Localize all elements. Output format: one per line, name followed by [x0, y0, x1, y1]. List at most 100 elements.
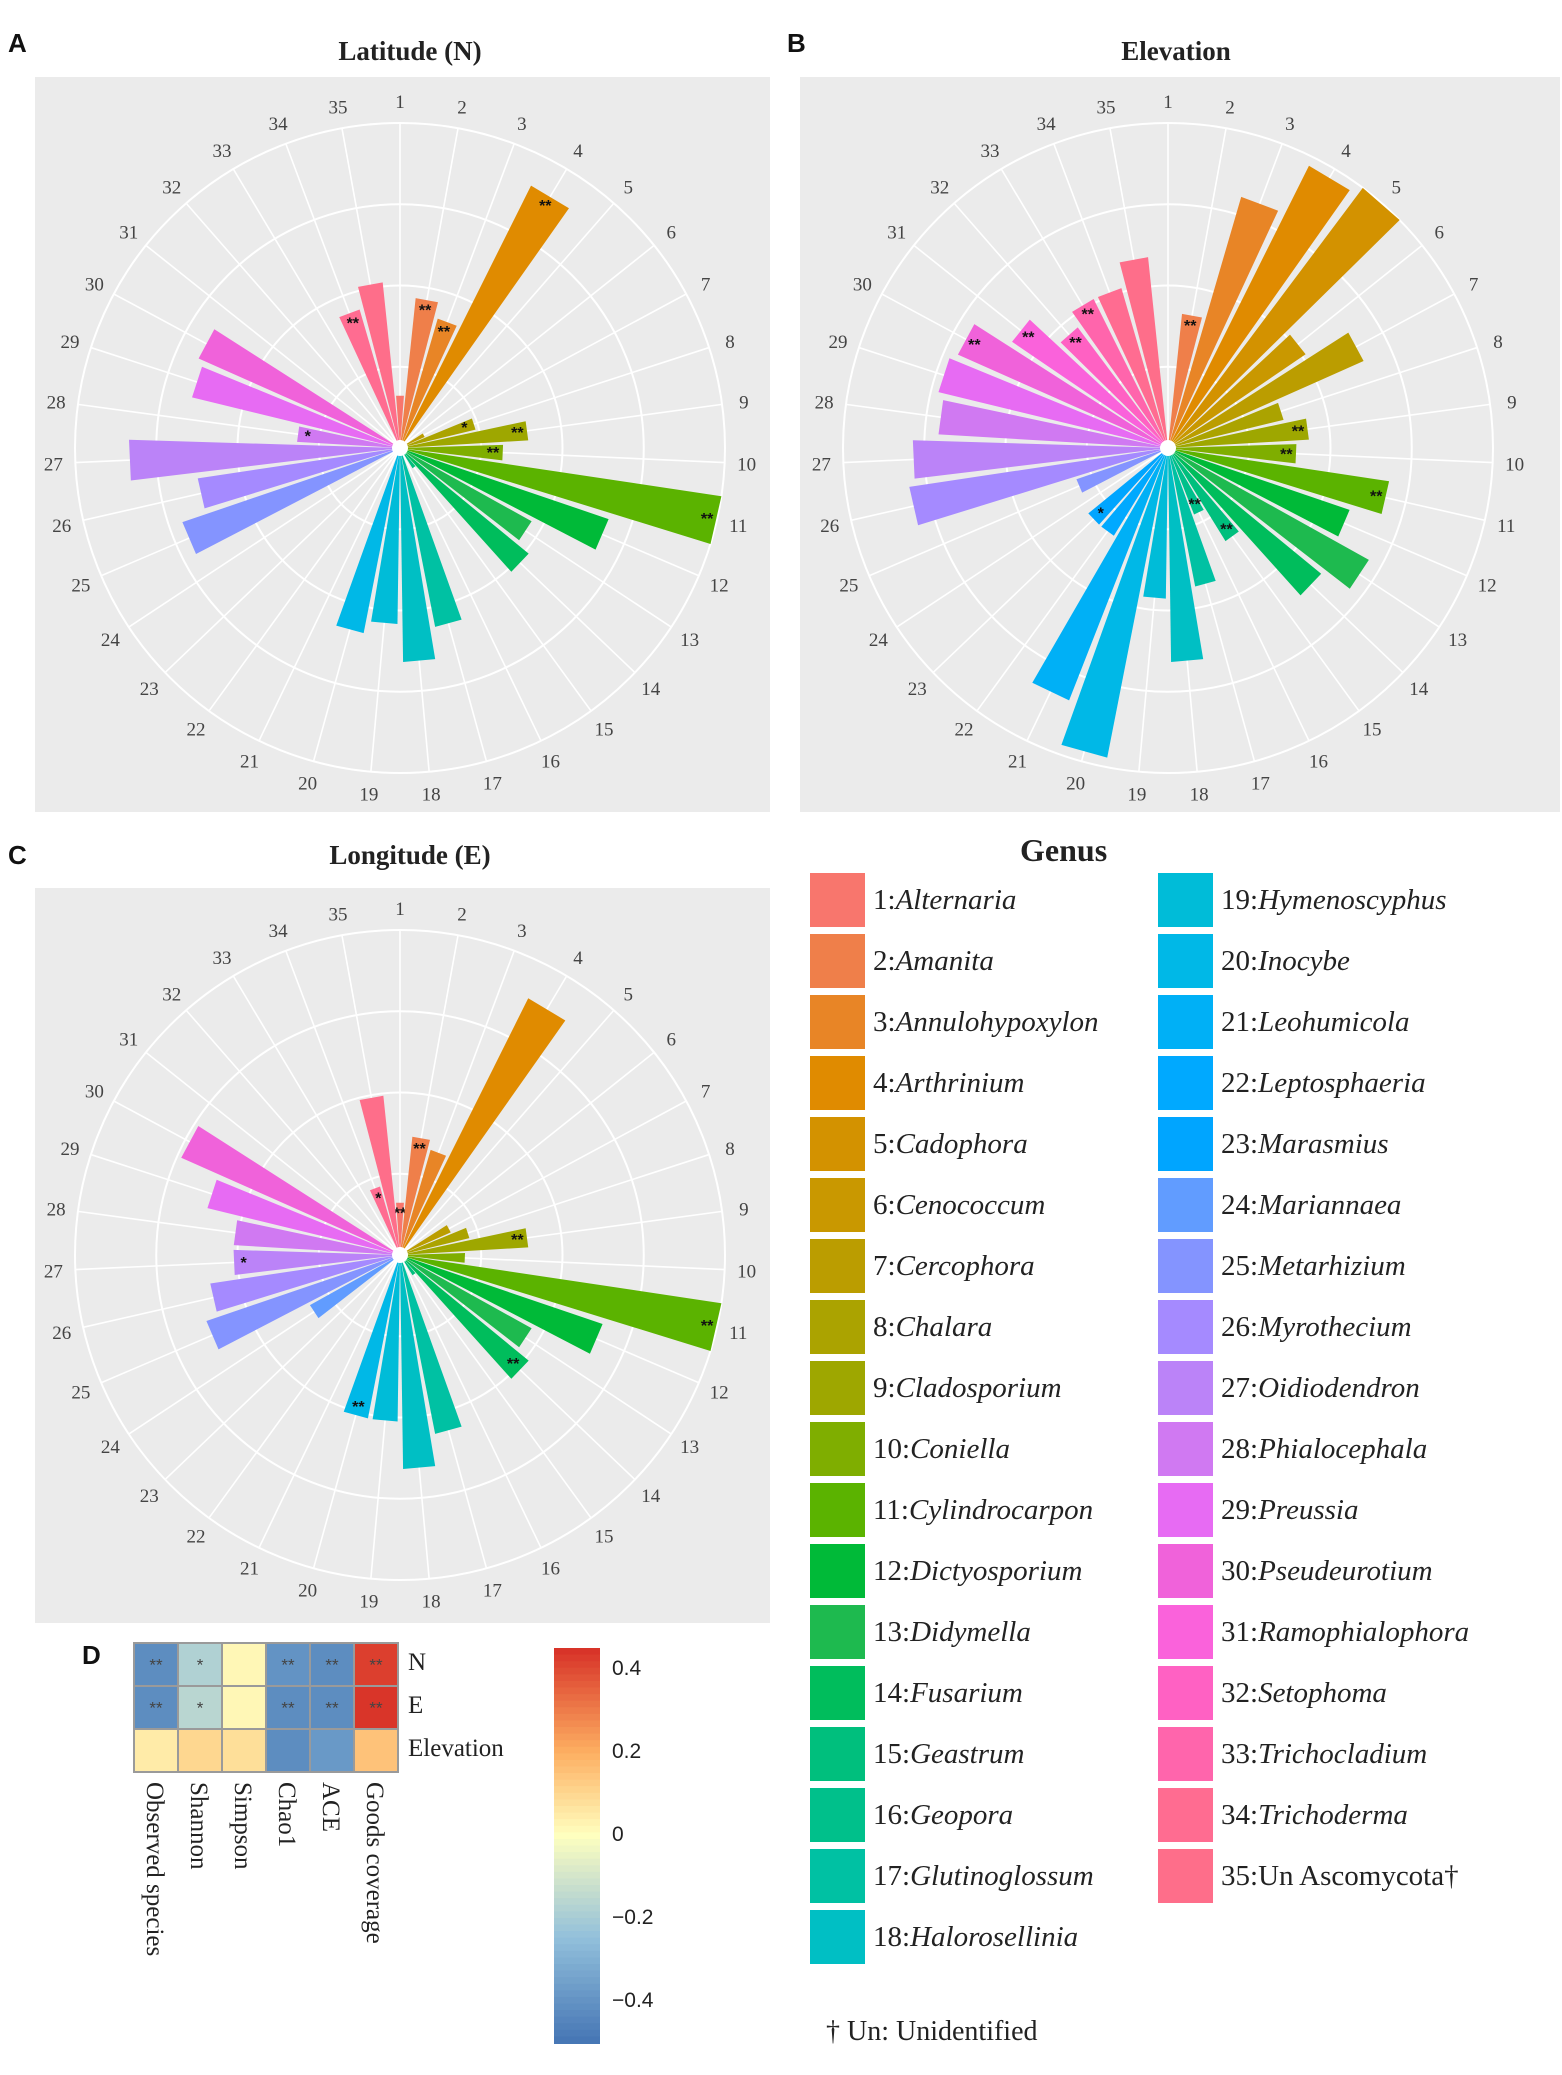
legend-genus: Trichoderma — [1258, 1798, 1408, 1831]
colorbar-segment — [554, 1878, 600, 1886]
legend-genus: Fusarium — [910, 1676, 1023, 1709]
legend-swatch — [810, 1605, 865, 1659]
colorbar-segment — [554, 1977, 600, 1985]
legend-swatch — [1158, 1605, 1213, 1659]
colorbar-segment — [554, 1838, 600, 1847]
legend-item: 28: Phialocephala — [1158, 1422, 1427, 1476]
legend-item: 33: Trichocladium — [1158, 1727, 1427, 1781]
legend-number: 2: — [873, 944, 896, 977]
legend-swatch — [1158, 1788, 1213, 1842]
legend-swatch — [1158, 1544, 1213, 1598]
colorbar-segment — [554, 1753, 600, 1761]
legend-swatch — [1158, 1117, 1213, 1171]
colorbar-segment — [554, 1845, 600, 1854]
colorbar-segment — [554, 1799, 600, 1807]
legend-swatch — [1158, 873, 1213, 927]
legend-number: 32: — [1221, 1676, 1259, 1709]
colorbar-segment — [554, 1911, 600, 1919]
colorbar-segment — [554, 1792, 600, 1801]
colorbar-tick-label: 0 — [612, 1823, 624, 1847]
heatmap-row-label: E — [408, 1692, 424, 1719]
colorbar-tick-label: 0.4 — [612, 1656, 642, 1680]
legend-swatch — [810, 1056, 865, 1110]
panel-d-letter: D — [82, 1640, 101, 1670]
legend-item: 26: Myrothecium — [1158, 1300, 1412, 1354]
legend-title: Genus — [1020, 832, 1108, 868]
legend-item: 30: Pseudeurotium — [1158, 1544, 1433, 1598]
legend-number: 18: — [873, 1920, 911, 1953]
colorbar-segment — [554, 1865, 600, 1873]
colorbar-segment — [554, 1950, 600, 1959]
legend-item: 25: Metarhizium — [1158, 1239, 1406, 1293]
legend-item: 27: Oidiodendron — [1158, 1361, 1420, 1415]
legend-swatch — [810, 1361, 865, 1415]
legend-item: 12: Dictyosporium — [810, 1544, 1082, 1598]
legend-genus: Didymella — [910, 1615, 1031, 1648]
legend-item: 6: Cenococcum — [810, 1178, 1045, 1232]
colorbar-segment — [554, 2029, 600, 2038]
legend-swatch — [1158, 995, 1213, 1049]
legend-swatch — [1158, 1056, 1213, 1110]
colorbar-segment — [554, 1779, 600, 1788]
legend-number: 7: — [873, 1249, 896, 1282]
legend-item: 13: Didymella — [810, 1605, 1031, 1659]
colorbar-segment — [554, 1674, 600, 1682]
legend-swatch — [810, 1544, 865, 1598]
colorbar-segment — [554, 1983, 600, 1992]
heatmap-cell — [309, 1728, 355, 1773]
legend-genus: Marasmius — [1258, 1127, 1389, 1160]
heatmap-row-label: N — [408, 1649, 427, 1676]
legend-item: 5: Cadophora — [810, 1117, 1028, 1171]
legend-item: 10: Coniella — [810, 1422, 1010, 1476]
legend-swatch — [1158, 1361, 1213, 1415]
legend-genus: Trichocladium — [1258, 1737, 1428, 1770]
panel-c-title: Longitude (E) — [329, 840, 491, 870]
legend-genus: Oidiodendron — [1258, 1371, 1420, 1404]
colorbar-segment — [554, 1858, 600, 1867]
colorbar-segment — [554, 1766, 600, 1775]
legend-genus: Hymenoscyphus — [1258, 883, 1447, 916]
colorbar-tick-label: 0.2 — [612, 1739, 642, 1763]
legend-genus: Inocybe — [1258, 944, 1350, 977]
colorbar-segment — [554, 1885, 600, 1893]
panel-a-letter: A — [8, 28, 27, 58]
panel-a-title: Latitude (N) — [338, 36, 482, 66]
legend-number: 13: — [873, 1615, 911, 1648]
legend-number: 33: — [1221, 1737, 1259, 1770]
colorbar-segment — [554, 1740, 600, 1748]
legend-number: 10: — [873, 1432, 911, 1465]
legend-item: 31: Ramophialophora — [1158, 1605, 1469, 1659]
legend-item: 8: Chalara — [810, 1300, 992, 1354]
colorbar-segment — [554, 1661, 600, 1669]
heatmap-star: ** — [325, 1656, 339, 1675]
colorbar-segment — [554, 1819, 600, 1827]
legend-number: 12: — [873, 1554, 911, 1587]
legend-number: 26: — [1221, 1310, 1259, 1343]
legend-number: 4: — [873, 1066, 896, 1099]
legend-genus: Metarhizium — [1258, 1249, 1406, 1282]
legend-genus: Amanita — [895, 944, 994, 977]
legend-number: 17: — [873, 1859, 911, 1892]
colorbar-segment — [554, 1996, 600, 2005]
colorbar-segment — [554, 1773, 600, 1781]
legend-swatch — [1158, 1239, 1213, 1293]
legend-genus: Setophoma — [1258, 1676, 1387, 1709]
legend-swatch — [810, 1483, 865, 1537]
legend-item: 18: Halorosellinia — [810, 1910, 1078, 1964]
legend-number: 8: — [873, 1310, 896, 1343]
legend-swatch — [810, 873, 865, 927]
heatmap-star: ** — [281, 1656, 295, 1675]
legend-swatch — [810, 995, 865, 1049]
legend-number: 6: — [873, 1188, 896, 1221]
legend-genus: Leohumicola — [1258, 1005, 1410, 1038]
colorbar-segment — [554, 1924, 600, 1933]
colorbar-segment — [554, 1713, 600, 1722]
legend-swatch — [1158, 1483, 1213, 1537]
legend-genus: Preussia — [1258, 1493, 1359, 1526]
colorbar-segment — [554, 1733, 600, 1742]
legend-genus: Annulohypoxylon — [895, 1005, 1099, 1038]
legend-genus: Geastrum — [910, 1737, 1025, 1770]
legend-genus: Cladosporium — [895, 1371, 1062, 1404]
legend-item: 23: Marasmius — [1158, 1117, 1389, 1171]
legend-number: 34: — [1221, 1798, 1259, 1831]
